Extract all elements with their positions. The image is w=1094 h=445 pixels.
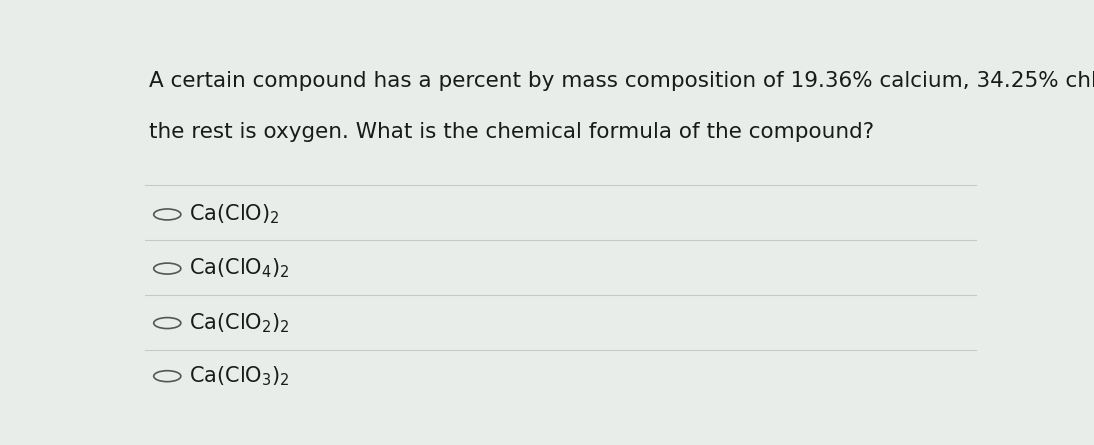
Text: Ca(ClO$_4$)$_2$: Ca(ClO$_4$)$_2$ [189, 257, 290, 280]
Text: Ca(ClO)$_2$: Ca(ClO)$_2$ [189, 202, 280, 226]
Text: A certain compound has a percent by mass composition of 19.36% calcium, 34.25% c: A certain compound has a percent by mass… [150, 70, 1094, 90]
Text: the rest is oxygen. What is the chemical formula of the compound?: the rest is oxygen. What is the chemical… [150, 122, 874, 142]
Text: Ca(ClO$_3$)$_2$: Ca(ClO$_3$)$_2$ [189, 364, 290, 388]
Text: Ca(ClO$_2$)$_2$: Ca(ClO$_2$)$_2$ [189, 311, 290, 335]
